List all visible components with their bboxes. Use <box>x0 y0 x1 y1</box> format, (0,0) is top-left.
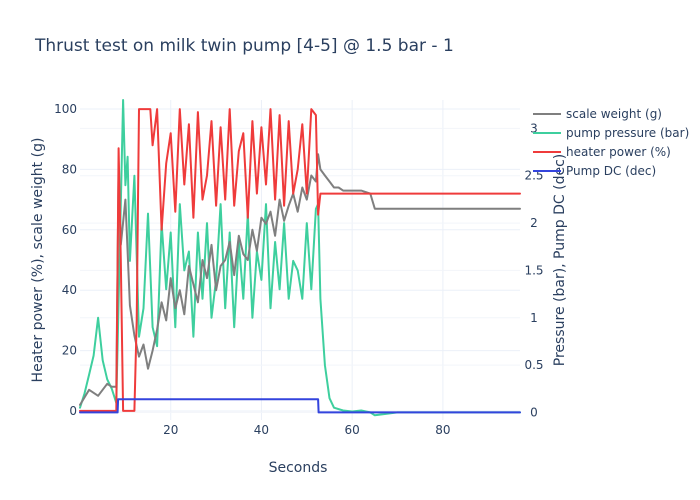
legend[interactable]: scale weight (g) pump pressure (bar) heate… <box>533 107 689 178</box>
x-tick-label: 40 <box>254 423 269 437</box>
series-line-heater-power <box>79 108 521 412</box>
y-right-tick-label: 0 <box>530 405 538 419</box>
legend-label: Pump DC (dec) <box>566 164 656 178</box>
y-right-axis-title: Pressure (bar), Pump DC (dec) <box>552 154 568 366</box>
y-right-tick-label: 2 <box>530 216 538 230</box>
y-left-tick-label: 80 <box>62 162 77 176</box>
x-tick-label: 20 <box>163 423 178 437</box>
y-left-tick-label: 40 <box>62 283 77 297</box>
y-left-axis-title: Heater power (%), scale weight (g) <box>30 138 46 383</box>
y-right-tick-label: 1.5 <box>524 263 543 277</box>
y-right-tick-label: 2.5 <box>524 169 543 183</box>
y-left-tick-label: 20 <box>62 344 77 358</box>
series-line-pump-dc-dec <box>79 398 521 414</box>
legend-label: pump pressure (bar) <box>566 126 689 140</box>
chart-title: Thrust test on milk twin pump [4-5] @ 1.… <box>34 36 454 56</box>
x-tick-label: 80 <box>435 423 450 437</box>
legend-item[interactable]: scale weight (g) <box>533 107 662 121</box>
legend-item[interactable]: heater power (%) <box>533 145 671 159</box>
y-left-tick-label: 100 <box>54 102 77 116</box>
y-right-tick-label: 0.5 <box>524 358 543 372</box>
series-line-scale-weight-g <box>79 153 521 406</box>
x-axis-title: Seconds <box>269 460 328 476</box>
legend-item[interactable]: pump pressure (bar) <box>533 126 689 140</box>
y-left-tick-label: 0 <box>69 404 77 418</box>
y-right-tick-label: 1 <box>530 311 538 325</box>
legend-label: heater power (%) <box>566 145 671 159</box>
ticks: 20 40 60 80 0 20 40 60 80 100 0 0.5 1 1.5 2 2.5 3 <box>54 102 543 437</box>
y-left-tick-label: 60 <box>62 223 77 237</box>
x-tick-label: 60 <box>345 423 360 437</box>
legend-label: scale weight (g) <box>566 107 662 121</box>
series-layer <box>79 99 521 417</box>
y-right-tick-label: 3 <box>530 121 538 135</box>
legend-item[interactable]: Pump DC (dec) <box>533 164 656 178</box>
series-line-pump-pressure-bar <box>79 99 521 417</box>
